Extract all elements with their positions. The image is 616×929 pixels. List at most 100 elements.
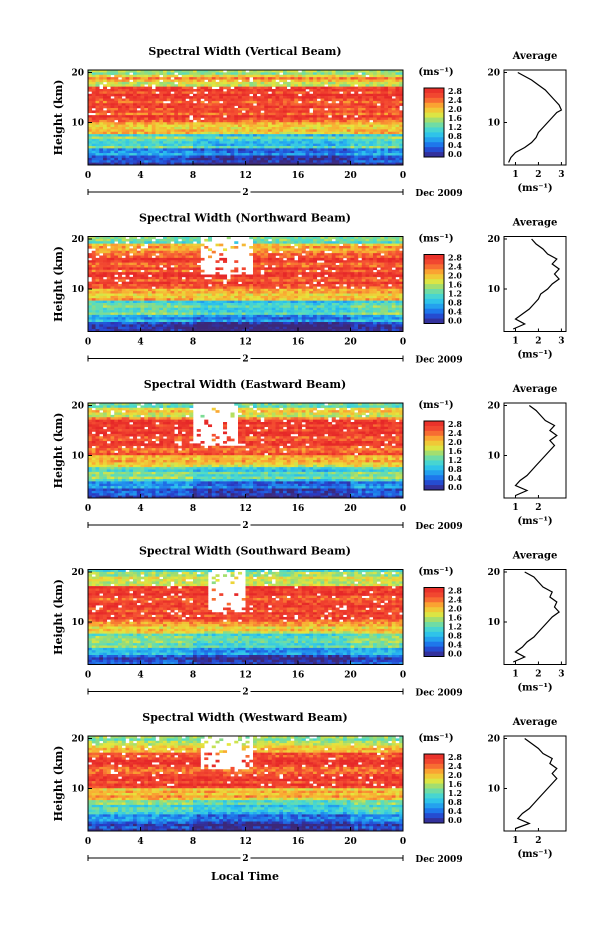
heatmap-cell: [343, 77, 348, 80]
heatmap-cell: [166, 160, 171, 163]
heatmap-cell: [241, 100, 246, 104]
heatmap-cell: [369, 117, 374, 121]
heatmap-cell: [283, 250, 288, 254]
heatmap-cell: [358, 253, 363, 256]
heatmap-cell: [204, 72, 209, 76]
heatmap-cell: [275, 162, 280, 166]
heatmap-cell: [339, 96, 344, 99]
heatmap-cell: [163, 86, 168, 90]
heatmap-cell: [260, 136, 265, 140]
heatmap-cell: [110, 105, 115, 109]
heatmap-cell: [151, 288, 156, 292]
heatmap-cell: [294, 253, 299, 256]
heatmap-cell: [324, 257, 329, 261]
heatmap-cell: [275, 96, 280, 99]
heatmap-cell: [95, 291, 100, 294]
heatmap-cell: [155, 117, 160, 121]
heatmap-cell: [155, 89, 160, 92]
heatmap-cell: [144, 124, 149, 128]
heatmap-cell: [264, 262, 269, 266]
heatmap-cell: [324, 115, 329, 118]
heatmap-cell: [148, 257, 153, 261]
heatmap-cell: [144, 119, 149, 123]
heatmap-cell: [395, 162, 400, 166]
heatmap-cell: [163, 288, 168, 292]
heatmap-cell: [166, 250, 171, 254]
heatmap-cell: [200, 157, 205, 161]
heatmap-cell: [354, 117, 359, 121]
heatmap-cell: [189, 84, 194, 87]
heatmap-cell: [148, 141, 153, 144]
heatmap-cell: [196, 122, 201, 125]
heatmap-cell: [346, 262, 351, 266]
heatmap-cell: [335, 70, 340, 73]
heatmap-cell: [110, 236, 115, 240]
heatmap-cell: [114, 81, 119, 85]
heatmap-cell: [121, 291, 126, 294]
heatmap-cell: [219, 279, 224, 282]
heatmap-cell: [286, 112, 291, 116]
heatmap-cell: [144, 127, 149, 130]
heatmap-cell: [174, 243, 179, 247]
avg-x-tick-label: 3: [558, 170, 564, 180]
heatmap-cell: [331, 243, 336, 247]
heatmap-cell: [294, 117, 299, 121]
heatmap-cell: [185, 122, 190, 125]
heatmap-cell: [121, 288, 126, 292]
heatmap-cell: [185, 265, 190, 268]
heatmap-cell: [88, 241, 93, 244]
heatmap-cell: [99, 248, 104, 252]
heatmap-cell: [178, 241, 183, 244]
heatmap-cell: [249, 108, 254, 111]
heatmap-cell: [163, 279, 168, 282]
heatmap-cell: [95, 260, 100, 263]
heatmap-cell: [380, 265, 385, 268]
heatmap-cell: [316, 115, 321, 118]
heatmap-cell: [283, 122, 288, 125]
heatmap-cell: [114, 143, 119, 147]
heatmap-cell: [256, 74, 261, 78]
heatmap-cell: [103, 153, 108, 156]
heatmap-cell: [133, 81, 138, 85]
heatmap-cell: [189, 138, 194, 142]
heatmap-cell: [125, 138, 130, 142]
heatmap-cell: [256, 105, 261, 109]
heatmap-cell: [256, 72, 261, 76]
heatmap-cell: [391, 281, 396, 285]
heatmap-cell: [159, 260, 164, 263]
heatmap-cell: [275, 131, 280, 135]
heatmap-cell: [159, 257, 164, 261]
heatmap-cell: [298, 117, 303, 121]
heatmap-cell: [215, 150, 220, 154]
heatmap-cell: [380, 260, 385, 263]
heatmap-cell: [361, 91, 366, 95]
heatmap-cell: [110, 279, 115, 282]
heatmap-cell: [268, 129, 273, 133]
heatmap-cell: [144, 157, 149, 161]
heatmap-cell: [290, 115, 295, 118]
heatmap-cell: [106, 153, 111, 156]
heatmap-cell: [301, 272, 306, 275]
colorbar-tick-label: 2.0: [448, 104, 462, 114]
heatmap-cell: [196, 286, 201, 290]
heatmap-cell: [324, 255, 329, 259]
heatmap-cell: [106, 103, 111, 106]
heatmap-cell: [376, 288, 381, 292]
heatmap-cell: [151, 115, 156, 118]
heatmap-cell: [384, 74, 389, 78]
heatmap-cell: [260, 138, 265, 142]
heatmap-cell: [110, 112, 115, 116]
heatmap-cell: [226, 143, 231, 147]
heatmap-cell: [136, 77, 141, 80]
heatmap-cell: [343, 79, 348, 83]
heatmap-cell: [391, 257, 396, 261]
heatmap-cell: [114, 77, 119, 80]
heatmap-cell: [324, 153, 329, 156]
heatmap-cell: [275, 260, 280, 263]
heatmap-cell: [193, 70, 198, 73]
heatmap-cell: [155, 269, 160, 273]
heatmap-cell: [103, 127, 108, 130]
heatmap-cell: [264, 160, 269, 163]
heatmap-cell: [279, 162, 284, 166]
heatmap-cell: [358, 96, 363, 99]
